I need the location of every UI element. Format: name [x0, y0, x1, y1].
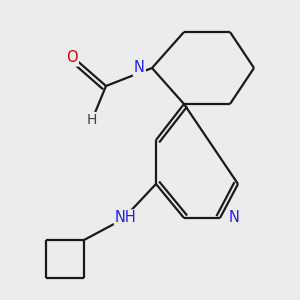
Text: H: H: [87, 113, 97, 127]
Text: NH: NH: [115, 211, 137, 226]
Text: O: O: [66, 50, 78, 65]
Text: N: N: [229, 211, 240, 226]
Text: N: N: [134, 61, 145, 76]
